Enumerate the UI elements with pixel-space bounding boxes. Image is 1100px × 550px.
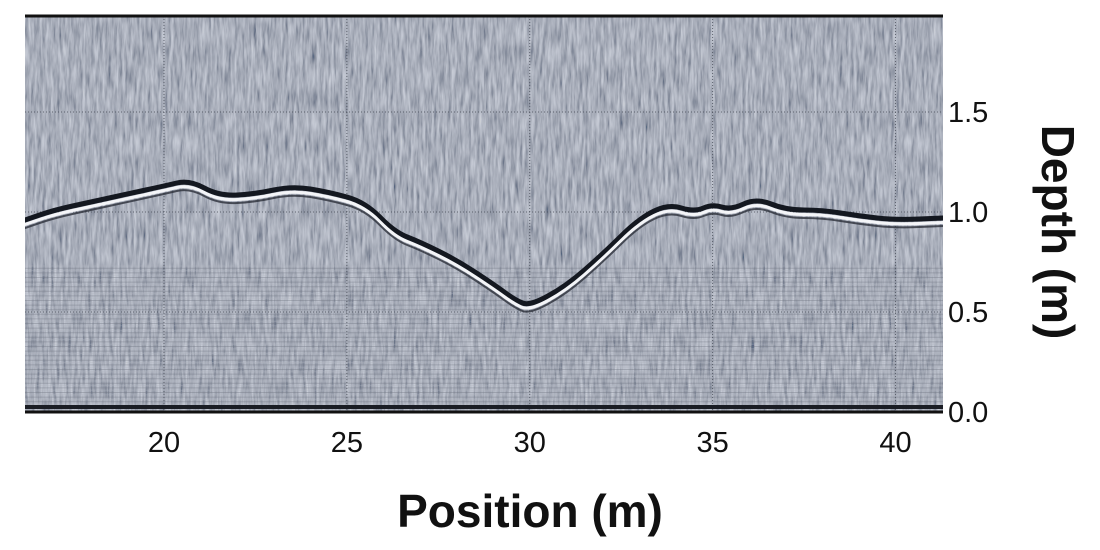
- y-axis-ticks: 0.0 0.5 1.0 1.5: [948, 97, 988, 429]
- surface-band: [25, 405, 943, 409]
- grid-lines: [25, 16, 943, 412]
- reflector-dark-band-lower: [25, 189, 943, 313]
- reflector-layer: [25, 179, 943, 313]
- x-axis-ticks: 20 25 30 35 40: [148, 427, 912, 459]
- x-tick-label: 25: [331, 427, 363, 459]
- reflector-dark-band: [25, 179, 943, 307]
- x-axis-title: Position (m): [397, 485, 663, 537]
- x-tick-label: 40: [879, 427, 911, 459]
- x-tick-label: 35: [696, 427, 728, 459]
- x-tick-label: 30: [514, 427, 546, 459]
- y-axis-title: Depth (m): [1032, 125, 1084, 340]
- y-tick-label: 0.5: [948, 297, 988, 329]
- y-tick-label: 1.0: [948, 197, 988, 229]
- radargram-plot-area: [25, 14, 943, 414]
- y-tick-label: 1.5: [948, 97, 988, 129]
- x-tick-label: 20: [148, 427, 180, 459]
- reflector-light-band: [25, 185, 943, 310]
- y-tick-label: 0.0: [948, 397, 988, 429]
